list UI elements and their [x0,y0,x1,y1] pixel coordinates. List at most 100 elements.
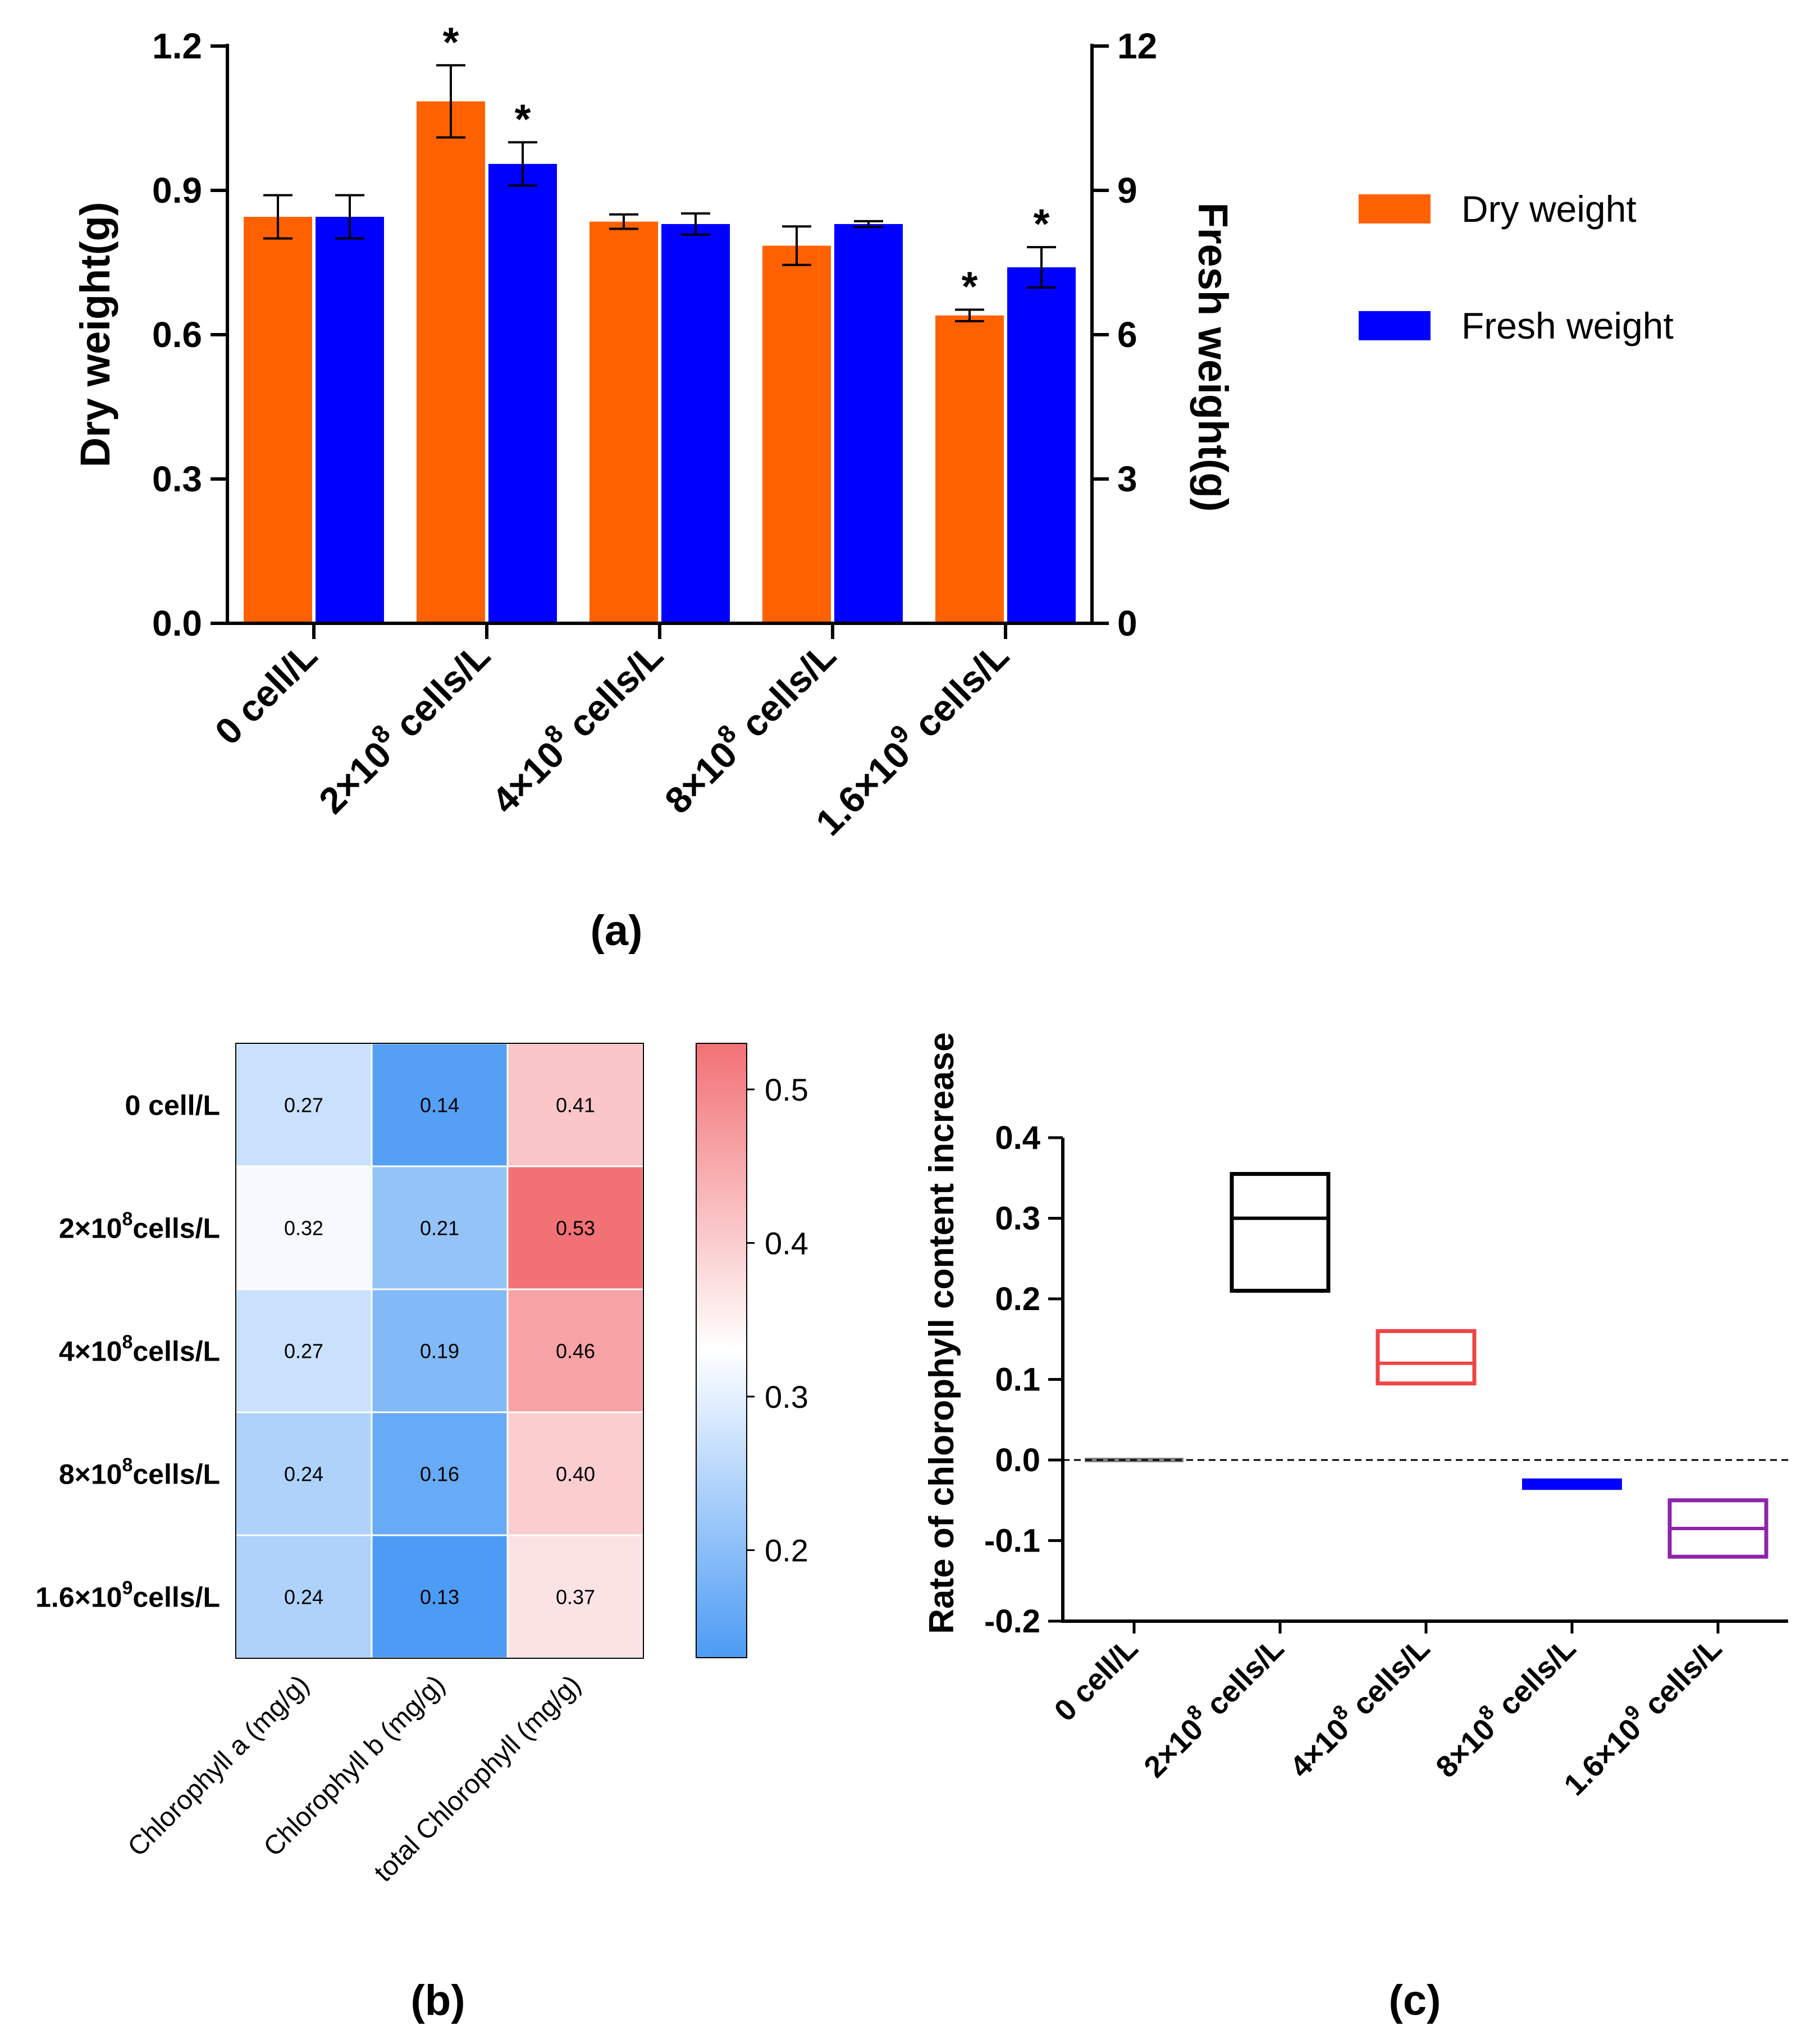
heatmap-value-4-0: 0.24 [284,1586,323,1609]
panel-b-heatmap: 0.27 0.14 0.410 cell/L0.32 0.21 0.532×108cel… [35,1042,808,2024]
bar-dry-0 [244,217,312,623]
y-tick-label-left: 0.6 [152,314,202,355]
heatmap-border [235,1043,644,1659]
legend-swatch-0 [1359,194,1431,223]
y-tick-label-right: 0 [1117,603,1137,644]
significance-star: * [443,19,459,65]
x-tick-label-c-1: 2×108 cells/L [1134,1627,1291,1784]
heatmap-row-label-3-sup: 8 [122,1454,132,1476]
x-tick-label-c-0: 0 cell/L [1048,1631,1145,1728]
heatmap-value-3-0: 0.24 [284,1463,323,1486]
significance-star: * [962,263,978,309]
heatmap-row-label-1-tail: cells/L [132,1213,220,1244]
x-tick-label-c-2-tail: cells/L [1340,1631,1437,1728]
x-tick-label-c-0-base: 0 cell/L [1048,1631,1145,1728]
colorbar-tick-label: 0.4 [765,1226,808,1261]
bar-dry-3 [762,245,831,623]
heatmap-row-label-4-base: 1.6×10 [35,1582,122,1613]
legend-swatch-1 [1359,311,1431,340]
y-tick-label-c: 0.4 [995,1120,1040,1156]
heatmap-value-1-2: 0.53 [556,1217,595,1240]
heatmap-row-label-4: 1.6×109cells/L [35,1577,220,1613]
x-tick-label-1: 2×108 cells/L [307,630,498,822]
x-tick-label-c-3-tail: cells/L [1486,1631,1583,1728]
heatmap-cell-4-2 [506,1534,645,1659]
y-tick-label-c: 0.1 [995,1362,1040,1398]
x-tick-label-4-base: 1.6×10 [808,733,918,843]
heatmap-cell-1-0 [235,1165,373,1290]
x-tick-label-c-1-tail: cells/L [1194,1631,1291,1728]
panel-label-c: (c) [1389,1977,1441,2024]
y-tick-label-right: 12 [1117,26,1157,66]
heatmap-row-label-1-sup: 8 [122,1208,132,1230]
bar-fresh-1 [488,163,557,624]
heatmap-value-3-1: 0.16 [420,1463,459,1486]
x-tick-label-2-tail: cells/L [552,635,671,753]
x-tick-label-3-tail: cells/L [725,635,844,753]
x-tick-label-2: 4×108 cells/L [479,630,671,822]
heatmap-value-4-2: 0.37 [556,1586,595,1609]
heatmap-value-1-1: 0.21 [420,1217,459,1240]
legend-label-1: Fresh weight [1461,305,1674,346]
bar-dry-4 [935,315,1004,623]
heatmap-value-2-2: 0.46 [556,1340,595,1363]
colorbar-tick-label: 0.3 [765,1379,808,1415]
y-axis-label-c: Rate of chlorophyll content increase [922,1032,961,1634]
heatmap-row-label-2-base: 4×10 [59,1336,122,1367]
x-tick-label-3: 8×108 cells/L [652,630,844,822]
heatmap-value-1-0: 0.32 [284,1217,323,1240]
heatmap-cell-2-2 [506,1288,645,1413]
colorbar [696,1043,747,1658]
heatmap-row-label-0: 0 cell/L [125,1090,220,1121]
y-tick-label-right: 9 [1117,170,1137,211]
box-1 [1230,1172,1331,1293]
heatmap-value-4-1: 0.13 [420,1586,459,1609]
box-3 [1522,1478,1622,1490]
heatmap-cell-1-1 [371,1165,509,1290]
x-tick-label-4-tail: cells/L [898,635,1017,753]
y-tick-label-left: 1.2 [152,26,202,66]
colorbar-tick-label: 0.5 [765,1072,808,1107]
panel-label-a: (a) [591,907,643,955]
y-tick-label-c: -0.1 [984,1523,1040,1559]
y-tick-label-c: -0.2 [984,1603,1040,1640]
heatmap-row-label-4-tail: cells/L [132,1582,220,1613]
heatmap-row-label-1-base: 2×10 [59,1213,122,1244]
heatmap-row-label-2-sup: 8 [122,1331,132,1353]
y-tick-label-right: 3 [1117,459,1137,499]
y-tick-label-c: 0.2 [995,1281,1040,1317]
y-axis-label-left: Dry weight(g) [72,202,118,468]
legend-label-0: Dry weight [1461,188,1637,230]
x-tick-label-c-2: 4×108 cells/L [1280,1627,1437,1784]
bar-fresh-2 [661,223,730,623]
heatmap-cell-0-0 [235,1042,373,1167]
heatmap-cell-1-2 [506,1165,645,1290]
heatmap-value-3-2: 0.40 [556,1463,595,1486]
y-axis-label-right: Fresh weight(g) [1190,203,1236,512]
heatmap-value-0-0: 0.27 [284,1094,323,1117]
panel-c-box-chart: 0 cell/L2×108 cells/L4×108 cells/L8×108 … [922,1032,1788,2024]
heatmap-row-label-2: 4×108cells/L [59,1331,220,1367]
x-tick-label-c-4-base: 1.6×10 [1557,1712,1647,1802]
heatmap-row-label-3-tail: cells/L [132,1459,220,1490]
heatmap-row-label-0-base: 0 cell/L [125,1090,220,1121]
panel-label-b: (b) [410,1977,465,2024]
heatmap-row-label-2-tail: cells/L [132,1336,220,1367]
bar-dry-2 [590,221,658,623]
panel-a-bar-chart: 0 cell/L * * 2×108 cells/L4×108 cells/L8×10… [72,19,1674,955]
heatmap-row-label-4-sup: 9 [122,1577,132,1599]
x-tick-label-c-3: 8×108 cells/L [1426,1627,1583,1784]
box-2 [1376,1329,1477,1386]
y-tick-label-c: 0.0 [995,1442,1040,1479]
heatmap-cell-3-0 [235,1411,373,1536]
x-tick-label-0-base: 0 cell/L [207,635,325,753]
heatmap-cell-4-1 [371,1534,509,1659]
heatmap-row-label-3-base: 8×10 [59,1459,122,1490]
heatmap-row-label-3: 8×108cells/L [59,1454,220,1490]
heatmap-value-2-1: 0.19 [420,1340,459,1363]
bar-fresh-3 [834,223,903,623]
heatmap-row-label-1: 2×108cells/L [59,1208,220,1244]
significance-star: * [1034,200,1050,247]
heatmap-cell-3-2 [506,1411,645,1536]
